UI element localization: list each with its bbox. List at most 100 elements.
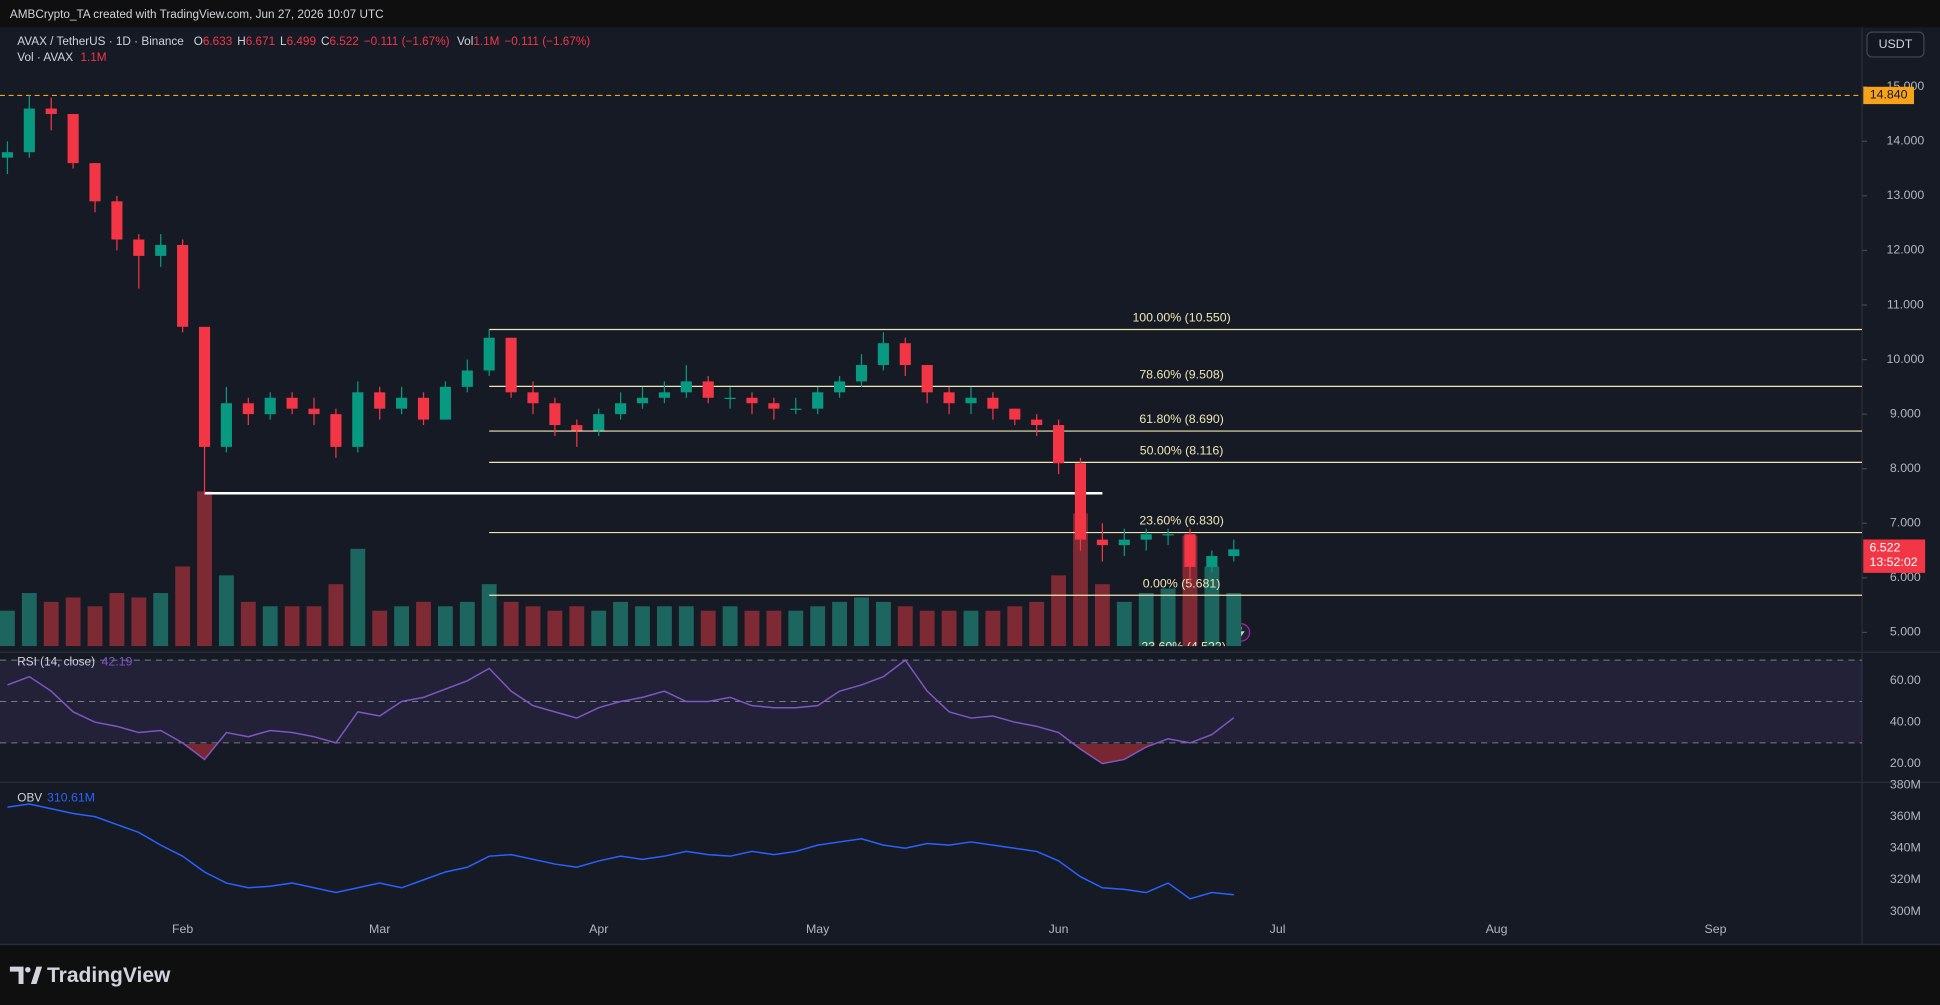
volume-bar — [503, 601, 519, 647]
x-tick-label: Feb — [172, 922, 193, 936]
y-tick-label: 9.000 — [1890, 406, 1921, 420]
volume-bar — [569, 606, 585, 647]
vol-key: Vol — [457, 35, 473, 48]
volume-bar — [613, 601, 629, 647]
candle-body — [220, 403, 232, 447]
currency[interactable]: USDT — [1879, 37, 1913, 51]
volume-bar — [985, 610, 1001, 647]
candle-body — [1, 152, 13, 158]
currency-button[interactable] — [1866, 31, 1925, 58]
volume-bar — [284, 606, 300, 647]
volume-bar — [87, 606, 103, 647]
candle-body — [330, 414, 342, 447]
candle-body — [308, 408, 320, 415]
volume-bar — [1073, 513, 1088, 647]
volume-bar — [656, 606, 672, 647]
logo-mark — [9, 966, 24, 984]
obv-line — [7, 803, 1234, 900]
y-tick-label: 340M — [1890, 841, 1921, 855]
y-tick-label: 60.00 — [1890, 673, 1921, 687]
volume-bar — [197, 491, 212, 647]
fib-label: 100.00% (10.550) — [1132, 311, 1230, 325]
volume-bar — [635, 606, 650, 647]
volume-bar — [1116, 601, 1132, 647]
candle-body — [111, 201, 123, 240]
candle-body — [264, 397, 276, 415]
ohlc-key: H — [237, 35, 245, 48]
candle-body — [1140, 534, 1152, 540]
y-tick-label: 8.000 — [1890, 461, 1921, 475]
candle-body — [45, 108, 57, 114]
symbol-legend: AVAX / TetherUS · 1D · Binance O6.633 H6.6… — [17, 35, 590, 48]
fib-label: 78.60% (9.508) — [1139, 368, 1224, 382]
volume-legend: Vol · AVAX 1.1M — [17, 51, 106, 64]
y-tick-label: 14.000 — [1886, 134, 1924, 148]
change: −0.111 (−1.67%) — [364, 35, 450, 48]
volume-bar — [328, 584, 344, 647]
ohlc-key: L — [280, 35, 287, 48]
candle-body — [921, 365, 933, 393]
volume-bar — [1204, 566, 1220, 647]
candle-body — [461, 370, 473, 387]
volume-bar — [547, 610, 563, 647]
volume-bar — [350, 548, 366, 647]
symbol: AVAX / TetherUS · 1D · Binance — [17, 35, 184, 48]
volume-bar — [1051, 575, 1067, 647]
candle-body — [352, 392, 364, 447]
candle-body — [1118, 539, 1130, 546]
candle-body — [396, 397, 408, 409]
candle-body — [527, 392, 539, 404]
y-tick-label: 7.000 — [1890, 516, 1921, 530]
candle-body — [133, 239, 145, 256]
candle-body — [1228, 549, 1240, 557]
volume-bar — [591, 610, 607, 647]
fib-label: 0.00% (5.681) — [1143, 576, 1221, 590]
volume-bar — [1029, 601, 1045, 647]
volume-bar — [394, 606, 410, 647]
volume-bar — [1007, 606, 1023, 647]
x-tick-label: May — [806, 922, 830, 936]
volume-bar — [306, 606, 322, 647]
y-tick-label: 380M — [1890, 777, 1921, 791]
candle-body — [790, 408, 802, 410]
fib-label: 61.80% (8.690) — [1139, 412, 1224, 426]
y-tick-label: 360M — [1890, 809, 1921, 823]
ohlc-key: O — [194, 35, 203, 48]
candle-body — [943, 392, 955, 404]
candle-body — [439, 386, 451, 420]
candle-body — [593, 414, 605, 431]
logo-mark — [25, 967, 31, 973]
volume-bar — [459, 601, 475, 647]
volume-bar — [897, 606, 913, 647]
ohlc-value: 6.633 — [203, 35, 233, 48]
y-tick-label: 40.00 — [1890, 714, 1921, 728]
candle-body — [1206, 556, 1218, 567]
volume-bar — [919, 610, 935, 647]
volume-bar — [1138, 593, 1154, 647]
candle-body — [702, 381, 714, 398]
candle-body — [1053, 425, 1065, 464]
candle-body — [877, 343, 889, 366]
ohlc-key: C — [321, 35, 330, 48]
y-tick-label: 6.000 — [1890, 570, 1921, 584]
volume-bar — [153, 593, 169, 647]
rsi-line — [7, 659, 1235, 765]
vol-change: −0.111 (−1.67%) — [504, 35, 590, 48]
volume-bar — [0, 610, 15, 647]
high-price-label-bg — [1863, 86, 1915, 105]
volume-bar — [240, 601, 256, 647]
candle-body — [812, 392, 824, 409]
x-tick-label: Jul — [1270, 922, 1286, 936]
candle-body — [965, 397, 977, 404]
candle-body — [1009, 408, 1021, 420]
volume-bar — [678, 606, 694, 647]
candle-body — [680, 381, 692, 393]
volume-bar — [832, 601, 848, 647]
vol-value: 1.1M — [473, 35, 499, 48]
volume-bar — [175, 566, 191, 647]
volume-title: Vol · AVAX — [17, 51, 73, 64]
volume-bar — [131, 597, 147, 647]
candle-body — [615, 403, 627, 415]
y-tick-label: 300M — [1890, 904, 1921, 918]
logo: TradingView — [9, 964, 171, 987]
